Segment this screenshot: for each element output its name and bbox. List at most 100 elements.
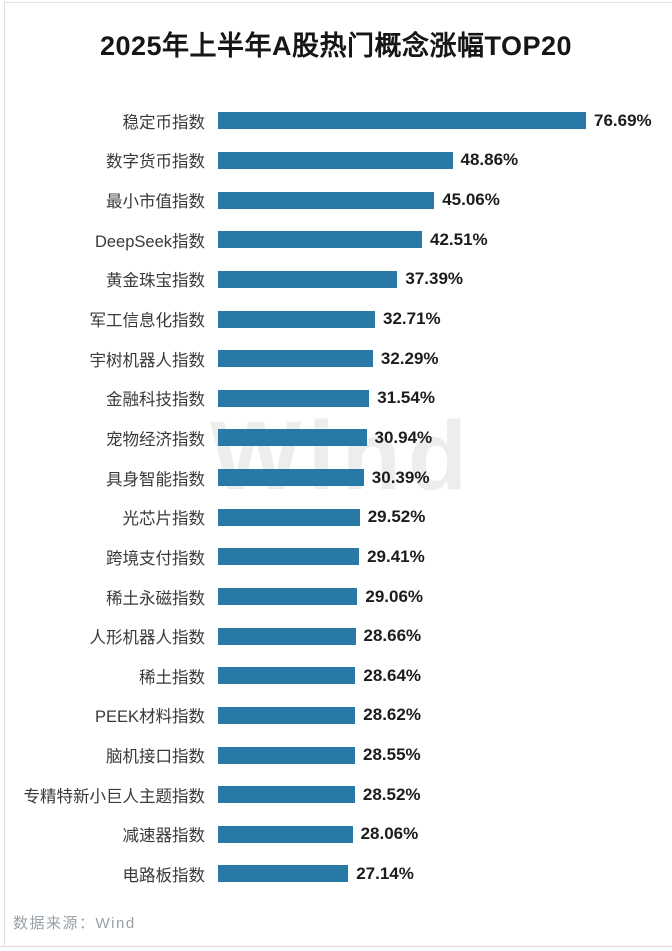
wind-watermark: Wind (210, 401, 475, 510)
bar-row: 宇树机器人指数 32.29% (0, 339, 672, 379)
bar-row: 黄金珠宝指数 37.39% (0, 260, 672, 300)
bar (218, 469, 364, 487)
bar (218, 706, 356, 724)
bar-track: 28.06% (218, 815, 672, 855)
bar-row: 专精特新小巨人主题指数 28.52% (0, 775, 672, 815)
category-label: 宠物经济指数 (106, 430, 205, 449)
value-label: 45.06% (442, 190, 500, 210)
category-label: DeepSeek指数 (94, 232, 205, 251)
bar (218, 350, 373, 368)
category-label: 跨境支付指数 (106, 549, 205, 568)
bar-row: 光芯片指数 29.52% (0, 497, 672, 537)
bar (218, 112, 586, 130)
category-label: 数字货币指数 (106, 153, 205, 172)
bar-row: 最小市值指数 45.06% (0, 180, 672, 220)
bar-rows: 稳定币指数 76.69% 数字货币指数 48.86% 最小市值指数 45.06% DeepS… (0, 101, 672, 894)
category-label: PEEK材料指数 (94, 708, 205, 727)
value-label: 30.39% (371, 467, 430, 487)
value-label: 31.54% (377, 388, 435, 408)
bar-row: 减速器指数 28.06% (0, 815, 672, 855)
bar-track: 48.86% (218, 141, 672, 181)
bar-track: 28.64% (218, 656, 672, 696)
value-label: 76.69% (594, 110, 652, 130)
chart-title: 2025年上半年A股热门概念涨幅TOP20 (99, 31, 573, 61)
card-edge-left (4, 2, 5, 946)
value-label: 30.94% (374, 427, 433, 447)
bar-track: 30.39% (218, 458, 672, 498)
bar-row: 脑机接口指数 28.55% (0, 735, 672, 775)
bar (218, 310, 375, 328)
bar-row: 军工信息化指数 32.71% (0, 299, 672, 339)
value-label: 28.55% (363, 745, 421, 765)
bar (218, 667, 356, 685)
bar (218, 270, 398, 288)
bar-track: 29.06% (218, 577, 672, 617)
bar (218, 151, 453, 169)
bar (218, 231, 422, 249)
value-label: 28.06% (360, 824, 419, 844)
value-label: 29.06% (365, 586, 424, 606)
bar (218, 627, 356, 645)
bar-row: 跨境支付指数 29.41% (0, 537, 672, 577)
value-label: 28.64% (363, 665, 422, 685)
bar-row: PEEK材料指数 28.62% (0, 696, 672, 736)
bar-row: 宠物经济指数 30.94% (0, 418, 672, 458)
category-label: 脑机接口指数 (106, 748, 205, 767)
bar-row: 具身智能指数 30.39% (0, 458, 672, 498)
bar (218, 191, 435, 209)
bar (218, 389, 370, 407)
value-label: 28.62% (363, 705, 421, 725)
bar-row: 电路板指数 27.14% (0, 854, 672, 894)
category-label: 减速器指数 (122, 827, 206, 846)
bar-track: 27.14% (218, 854, 672, 894)
bar-row: DeepSeek指数 42.51% (0, 220, 672, 260)
data-source-note: 数据来源：Wind (13, 915, 136, 932)
category-label: 最小市值指数 (106, 193, 205, 212)
category-label: 光芯片指数 (122, 510, 206, 529)
bar-track: 32.29% (218, 339, 672, 379)
bar-track: 76.69% (218, 101, 672, 141)
value-label: 29.52% (367, 507, 426, 527)
bar-track: 30.94% (218, 418, 672, 458)
bar-track: 37.39% (218, 260, 672, 300)
value-label: 32.29% (380, 348, 439, 368)
bar (218, 746, 355, 764)
category-label: 稀土指数 (139, 668, 205, 687)
bar-track: 31.54% (218, 378, 672, 418)
category-label: 宇树机器人指数 (89, 351, 206, 370)
category-label: 具身智能指数 (106, 470, 205, 489)
value-label: 48.86% (460, 150, 519, 170)
value-label: 27.14% (356, 863, 414, 883)
value-label: 37.39% (405, 269, 464, 289)
bar-track: 32.71% (218, 299, 672, 339)
bar-row: 金融科技指数 31.54% (0, 378, 672, 418)
bar (218, 825, 353, 843)
card-edge-bottom (0, 946, 672, 947)
bar-track: 28.52% (218, 775, 672, 815)
bar-track: 29.41% (218, 537, 672, 577)
bar-row: 稀土永磁指数 29.06% (0, 577, 672, 617)
bar (218, 865, 349, 883)
bar (218, 786, 355, 804)
category-label: 人形机器人指数 (89, 629, 206, 648)
bar (218, 588, 358, 605)
bar (218, 429, 367, 447)
bar-row: 稀土指数 28.64% (0, 656, 672, 696)
bar-track: 45.06% (218, 180, 672, 220)
bar-row: 数字货币指数 48.86% (0, 141, 672, 181)
bar-track: 28.66% (218, 616, 672, 656)
value-label: 32.71% (383, 309, 441, 329)
category-label: 稳定币指数 (122, 113, 206, 132)
category-label: 稀土永磁指数 (106, 589, 205, 608)
bar-track: 28.55% (218, 735, 672, 775)
value-label: 29.41% (367, 546, 425, 566)
bar-row: 稳定币指数 76.69% (0, 101, 672, 141)
bar (218, 508, 360, 526)
category-label: 专精特新小巨人主题指数 (23, 787, 206, 806)
value-label: 42.51% (430, 229, 488, 249)
bar-track: 29.52% (218, 497, 672, 537)
bar-track: 42.51% (218, 220, 672, 260)
bar-track: 28.62% (218, 696, 672, 736)
category-label: 金融科技指数 (106, 391, 205, 410)
